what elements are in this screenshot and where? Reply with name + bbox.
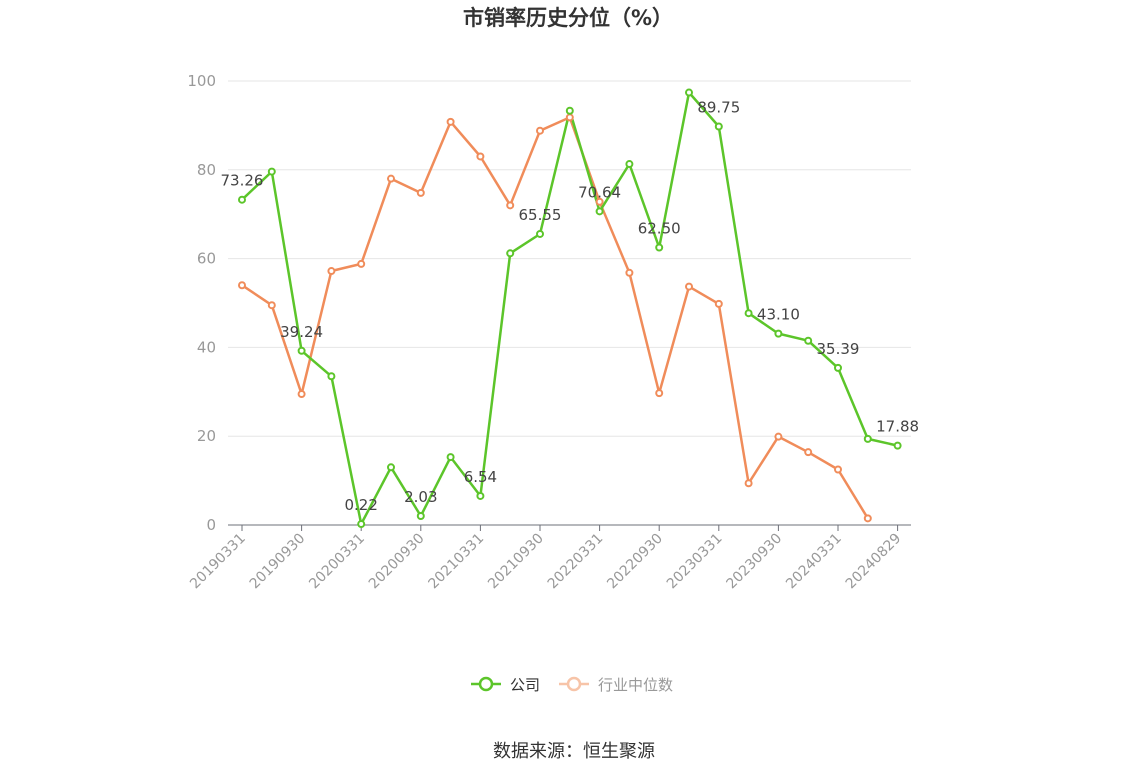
point-s1-21 — [863, 514, 872, 523]
y-tick-label-20: 20 — [197, 427, 216, 445]
y-tick-label-80: 80 — [197, 161, 216, 179]
grid — [228, 80, 911, 437]
data-label-2: 39.24 — [280, 323, 323, 341]
data-label-20: 35.39 — [817, 340, 860, 358]
x-tick-label-20220331: 20220331 — [545, 531, 607, 593]
y-tick-label-100: 100 — [187, 72, 216, 90]
series-line-1 — [241, 116, 869, 519]
data-label-8: 6.54 — [464, 468, 497, 486]
legend-item-company[interactable]: 公司 — [471, 676, 540, 694]
point-s0-15 — [685, 88, 693, 97]
legend-label-industry: 行业中位数 — [598, 676, 673, 694]
point-s0-1 — [267, 167, 276, 176]
point-s0-8 — [476, 491, 485, 500]
point-s1-4 — [357, 259, 366, 268]
x-tick-label-20190331: 20190331 — [187, 531, 249, 593]
legend-item-industry[interactable]: 行业中位数 — [559, 676, 673, 694]
point-s1-1 — [267, 301, 276, 310]
x-tick-label-20240331: 20240331 — [783, 531, 845, 593]
point-s0-3 — [327, 372, 336, 381]
point-s0-11 — [565, 106, 574, 115]
point-s1-9 — [506, 201, 515, 210]
data-label-6: 2.03 — [404, 488, 437, 506]
legend-label-company: 公司 — [510, 676, 540, 694]
point-s1-12 — [595, 197, 604, 206]
x-tick-label-20210331: 20210331 — [426, 531, 488, 593]
point-s0-22 — [893, 441, 902, 450]
point-s0-9 — [506, 249, 515, 258]
point-s1-17 — [744, 479, 753, 488]
data-label-22: 17.88 — [876, 418, 919, 436]
point-s0-5 — [387, 463, 395, 472]
point-s0-0 — [238, 195, 246, 204]
x-tick-label-20240829: 20240829 — [843, 531, 905, 593]
point-s0-7 — [446, 453, 455, 462]
point-s0-4 — [357, 520, 366, 529]
x-tick-label-20210930: 20210930 — [485, 531, 547, 593]
point-s1-3 — [327, 267, 336, 276]
point-s1-8 — [476, 152, 485, 161]
point-s1-14 — [655, 389, 664, 398]
data-label-12: 70.64 — [578, 183, 621, 201]
point-s1-5 — [387, 174, 395, 183]
point-s1-6 — [416, 188, 425, 197]
point-s0-14 — [655, 243, 664, 252]
point-s1-13 — [625, 268, 634, 277]
legend[interactable]: 公司 行业中位数 — [471, 676, 673, 694]
data-label-4: 0.22 — [344, 496, 377, 514]
point-s0-6 — [416, 511, 425, 520]
point-s0-12 — [595, 207, 604, 216]
point-s0-21 — [863, 434, 872, 443]
x-axis: 2019033120190930202003312020093020210331… — [187, 524, 911, 593]
data-label-18: 43.10 — [757, 306, 800, 324]
point-s0-19 — [804, 336, 813, 345]
legend-marker-industry — [566, 676, 582, 692]
x-tick-label-20200930: 20200930 — [366, 531, 428, 593]
point-s1-18 — [774, 432, 783, 441]
point-s1-16 — [714, 299, 723, 308]
point-s1-2 — [297, 390, 306, 399]
point-s1-20 — [834, 465, 842, 474]
x-tick-label-20190930: 20190930 — [247, 531, 309, 593]
y-tick-label-0: 0 — [206, 516, 216, 534]
point-s1-0 — [238, 281, 246, 290]
point-s1-10 — [536, 126, 544, 135]
point-s1-7 — [446, 117, 455, 126]
data-labels: 73.26 39.24 0.22 2.03 6.54 65.55 70.64 62.50 89.… — [221, 99, 920, 515]
point-s0-2 — [297, 346, 306, 355]
point-s0-16 — [714, 122, 723, 131]
point-s0-13 — [625, 160, 634, 169]
chart-title: 市销率历史分位（%） — [463, 6, 673, 30]
point-s1-11 — [565, 113, 574, 122]
point-s1-15 — [685, 282, 693, 291]
legend-marker-company — [478, 676, 494, 692]
x-tick-label-20230930: 20230930 — [724, 531, 786, 593]
data-label-10: 65.55 — [519, 206, 562, 224]
point-s0-10 — [536, 229, 544, 238]
y-tick-label-60: 60 — [197, 250, 216, 268]
y-axis: 0 20 40 60 80 100 — [187, 72, 216, 534]
x-tick-label-20220930: 20220930 — [604, 531, 666, 593]
y-tick-label-40: 40 — [197, 338, 216, 356]
x-tick-label-20200331: 20200331 — [306, 531, 368, 593]
point-s0-17 — [744, 309, 753, 318]
data-label-14: 62.50 — [638, 220, 681, 238]
series-points — [238, 88, 902, 529]
data-label-0: 73.26 — [221, 172, 264, 190]
point-s1-19 — [804, 448, 813, 457]
point-s0-20 — [834, 363, 842, 372]
data-source: 数据来源：恒生聚源 — [493, 741, 655, 762]
point-s0-18 — [774, 329, 783, 338]
data-label-16: 89.75 — [697, 99, 740, 117]
x-tick-label-20230331: 20230331 — [664, 531, 726, 593]
